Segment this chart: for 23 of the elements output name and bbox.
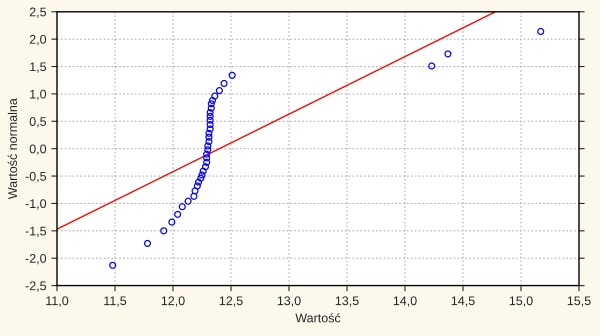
y-tick-label: 1,5	[30, 62, 46, 73]
x-tick-label: 13,0	[278, 296, 301, 307]
x-tick-label: 12,0	[162, 296, 185, 307]
x-tick-label: 14,5	[452, 296, 475, 307]
x-tick-label: 15,5	[568, 296, 591, 307]
y-axis-title: Wartość normalna	[8, 98, 18, 200]
x-tick-label: 12,5	[220, 296, 243, 307]
y-tick-label: 0,5	[30, 117, 46, 128]
x-axis-title: Wartość	[295, 313, 340, 322]
y-tick-label: -0,5	[26, 172, 46, 182]
x-tick-label: 11,5	[104, 296, 126, 307]
x-tick-label: 13,5	[336, 296, 359, 307]
y-tick-label: 2,5	[30, 8, 46, 18]
y-tick-label: -1,0	[26, 199, 46, 210]
y-tick-label: -2,0	[26, 254, 46, 264]
y-tick-label: 1,0	[30, 90, 46, 100]
x-tick-label: 15,0	[510, 296, 533, 307]
y-tick-label: -1,5	[26, 226, 46, 237]
x-tick-label: 14,0	[394, 296, 417, 307]
y-tick-label: 0,0	[30, 144, 46, 155]
x-tick-label: 11,0	[46, 296, 68, 307]
y-tick-label: 2,0	[30, 34, 46, 46]
y-tick-label: -2,5	[26, 281, 46, 292]
